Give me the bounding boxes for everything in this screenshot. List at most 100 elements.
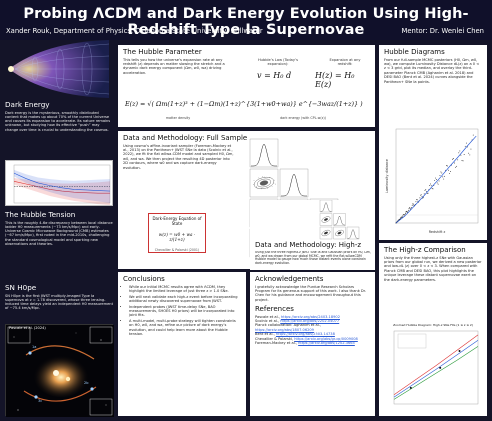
- data-point: [430, 185, 432, 187]
- ez-equation-text: E(z) = √( Ωm(1+z)³ + (1−Ωm)(1+z)^{3(1+w0…: [125, 99, 363, 108]
- data-point: [411, 207, 413, 209]
- sample-point: [274, 179, 275, 181]
- corner-cell: [333, 213, 346, 226]
- high-z-comparison-heading: The High-z Comparison: [384, 246, 466, 254]
- marginal-histogram: [333, 215, 346, 226]
- data-point: [442, 176, 444, 178]
- eos-box-title: Dark-Energy Equation of State: [152, 216, 202, 226]
- high-z-corner-plot: [319, 200, 360, 240]
- sn-hope-label-3c: 3c: [38, 399, 43, 403]
- sample-point: [260, 187, 262, 189]
- equation-of-state-box: Dark-Energy Equation of State w(z) = w0 …: [148, 213, 206, 253]
- data-point: [429, 185, 431, 187]
- data-point: [435, 179, 437, 181]
- data-point: [462, 160, 464, 162]
- posterior-contour: [321, 229, 331, 237]
- methodology-high-z-body: Using just the three highest-z JWST SNe …: [255, 251, 371, 265]
- sne-point: [439, 366, 442, 369]
- sn-hope-body: SN H0pe is the first JWST multiply-image…: [5, 293, 113, 311]
- data-point: [437, 183, 439, 185]
- y-axis-label: Luminosity distance: [385, 159, 389, 193]
- data-point: [455, 166, 457, 168]
- conclusions-list: While our initial MCMC results agree wit…: [123, 285, 241, 337]
- hubble-law-label: Hubble’s Law (Today’s expansion):: [257, 57, 298, 66]
- corner-cell: [319, 200, 333, 213]
- data-point: [420, 194, 422, 196]
- high-z-comparison-body: Using only the three highest-z SNe with …: [384, 255, 482, 282]
- conclusions-heading: Conclusions: [123, 275, 165, 283]
- sample-point: [271, 185, 273, 187]
- series-band: [14, 169, 110, 203]
- methodology-high-z-body-wrap: Using just the three highest-z JWST SNe …: [255, 251, 373, 271]
- data-point: [457, 159, 459, 161]
- data-point: [409, 207, 411, 209]
- sne-point: [409, 386, 412, 389]
- data-point: [436, 182, 438, 184]
- data-point: [430, 183, 431, 185]
- data-point: [411, 204, 413, 206]
- data-point: [420, 194, 422, 196]
- zoom-plot-title: Zoomed Hubble Diagram: High-z SNe Fits (…: [393, 323, 473, 327]
- reference-link[interactable]: https://arxiv.org/abs/2503.14738: [275, 332, 335, 337]
- conclusion-item: While our initial MCMC results agree wit…: [129, 285, 241, 294]
- posterior-contour: [324, 218, 328, 221]
- zoomed-hubble-chart: [393, 330, 479, 405]
- hubble-diagram-chart: Redshift z Luminosity distance: [385, 128, 479, 234]
- poster-header: Probing ΛCDM and Dark Energy Evolution U…: [0, 0, 492, 40]
- reference-link[interactable]: https://arxiv.org/abs/1202.3665: [298, 341, 355, 346]
- data-point: [447, 165, 448, 167]
- corner-cell: [249, 138, 279, 168]
- data-point: [434, 180, 436, 182]
- data-point: [454, 162, 455, 164]
- data-point: [448, 169, 449, 171]
- data-point: [416, 199, 418, 201]
- conclusion-item: Independent probes (JWST time-delay SNe,…: [129, 305, 241, 318]
- data-point: [452, 158, 453, 160]
- data-point: [470, 148, 472, 150]
- data-point: [416, 199, 417, 201]
- data-point: [425, 189, 427, 190]
- plot-frame: [13, 164, 111, 204]
- data-point: [469, 154, 471, 156]
- data-point: [468, 152, 470, 154]
- poster-title: Probing ΛCDM and Dark Energy Evolution U…: [23, 6, 469, 38]
- sample-point: [266, 187, 268, 189]
- data-point: [400, 217, 402, 219]
- dark-energy-section: Dark Energy Dark energy is the mysteriou…: [5, 38, 113, 156]
- data-point: [464, 145, 466, 147]
- data-point: [439, 174, 441, 176]
- data-point: [458, 152, 460, 154]
- data-point: [461, 160, 463, 162]
- data-point: [444, 175, 446, 177]
- expansion-illustration: [8, 40, 110, 98]
- poster-mentor: Mentor: Dr. Wenlei Chen: [401, 27, 484, 35]
- data-point: [406, 211, 408, 213]
- data-point: [415, 201, 417, 203]
- reference-link[interactable]: https://arxiv.org/abs/1807.06209: [255, 327, 314, 332]
- data-point: [440, 171, 442, 173]
- hubble-diagrams-heading: Hubble Diagrams: [384, 48, 445, 56]
- methodology-full-heading: Data and Methodology: Full Sample: [123, 134, 248, 142]
- reference-link[interactable]: https://arxiv.org/abs/2403.18902: [281, 314, 340, 319]
- references-heading: References: [255, 305, 294, 314]
- data-point: [402, 215, 404, 217]
- marginal-histogram: [320, 202, 332, 212]
- data-point: [413, 204, 415, 206]
- sample-point: [253, 180, 255, 182]
- x-axis-label: Redshift z: [429, 230, 446, 234]
- posterior-contour: [253, 176, 275, 190]
- data-point: [463, 154, 465, 155]
- data-point: [426, 190, 427, 192]
- posterior-contour: [256, 178, 272, 188]
- hubble-law-eq: v = H₀ d: [257, 70, 292, 80]
- median-curve: [395, 135, 477, 224]
- reference-link[interactable]: https://arxiv.org/abs/2202.04077: [280, 319, 340, 324]
- expansion-eq: H(z) = H₀ E(z): [315, 70, 355, 89]
- series-line: [393, 339, 479, 398]
- hubble-parameter-panel: The Hubble Parameter This tells you how …: [118, 45, 375, 127]
- data-point: [467, 146, 468, 148]
- data-point: [450, 171, 451, 172]
- data-point: [435, 177, 436, 179]
- reference-link[interactable]: https://arxiv.org/abs/gr-qc/0009008: [294, 336, 358, 341]
- corner-cell: [279, 168, 309, 198]
